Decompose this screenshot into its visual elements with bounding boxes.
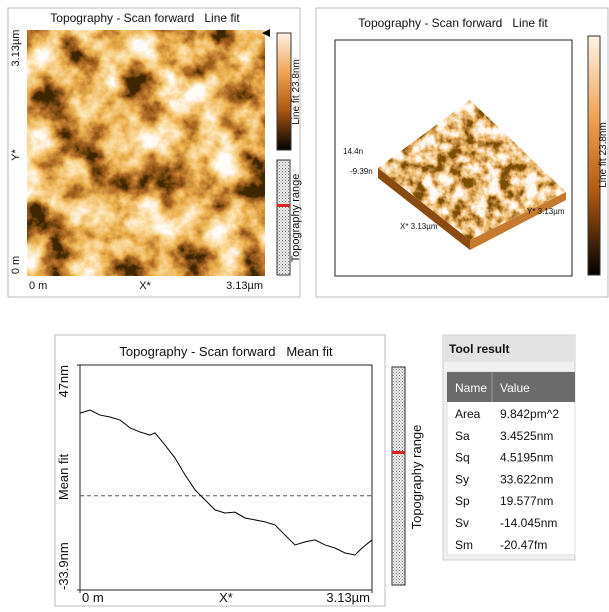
metric-value: 9.842pm^2	[500, 407, 559, 421]
range-marker	[392, 451, 405, 454]
profile-line	[79, 409, 373, 556]
range-label: Topography range	[409, 425, 424, 530]
tool-result: Tool result Name Value Area 9.842pm^2 Sa 3.45…	[442, 334, 576, 561]
panel-3d: Topography - Scan forward Line fit 14.4n…	[315, 7, 609, 298]
metric-name: Sa	[455, 429, 470, 443]
tool-header	[443, 336, 575, 362]
range-label: Topography range	[290, 174, 302, 263]
table	[446, 371, 576, 556]
range-marker	[277, 204, 290, 207]
y-axis-label: Mean fit	[56, 453, 71, 500]
metric-value: 19.577nm	[500, 494, 553, 508]
surface-wall	[470, 192, 566, 250]
range-bar	[276, 159, 291, 276]
colorbar-label: Line fit 23.8nm	[598, 122, 609, 188]
panel-profile: Topography - Scan forward Mean fit Mean …	[54, 334, 424, 607]
colorbar	[276, 32, 292, 151]
marker	[262, 29, 270, 37]
y-tick-label: 47nm	[56, 365, 71, 398]
topography-image	[27, 30, 265, 276]
x-label-left: 0 m	[29, 280, 47, 292]
y-label-top: 3.13µm	[10, 30, 22, 67]
panel-title: Topography - Scan forward Line fit	[358, 16, 548, 30]
y-tick-label: -33.9nm	[56, 542, 71, 590]
chart-title: Topography - Scan forward Mean fit	[119, 344, 333, 359]
metric-name: Sp	[455, 494, 470, 508]
metric-value: -20.47fm	[500, 538, 547, 552]
y-axis-label: Y* 3.13µm	[527, 207, 565, 216]
x-tick-label: 0 m	[82, 590, 104, 605]
metric-value: 3.4525nm	[500, 429, 553, 443]
colorbar	[587, 35, 601, 276]
metric-name: Area	[455, 407, 481, 421]
metric-value: 4.5195nm	[500, 451, 553, 465]
y-label: Y*	[10, 148, 22, 160]
plot-area	[79, 364, 373, 591]
x-axis-label: X* 3.13µm	[400, 222, 438, 231]
table-header	[447, 372, 575, 402]
x-tick-label: 3.13µm	[326, 590, 370, 605]
metric-name: Sm	[455, 538, 473, 552]
z-max: 14.4n	[343, 147, 363, 156]
surface-wall	[378, 168, 470, 250]
x-label: X*	[139, 280, 151, 292]
panel-title: Topography - Scan forward Line fit	[50, 11, 240, 25]
x-label-right: 3.13µm	[226, 280, 263, 292]
range-bar	[391, 366, 406, 586]
metric-name: Sq	[455, 451, 470, 465]
y-label-bottom: 0 m	[10, 256, 22, 274]
colorbar-label: Line fit 23.8nm	[291, 59, 302, 125]
z-min: -9.39n	[350, 167, 373, 176]
metric-value: -14.045nm	[500, 516, 557, 530]
column-header: Value	[500, 381, 530, 395]
panel-2d: Topography - Scan forward Line fit 3.13µ…	[7, 7, 302, 298]
metric-value: 33.622nm	[500, 472, 553, 486]
x-axis-label: X*	[219, 590, 233, 605]
metric-name: Sv	[455, 516, 469, 530]
tool-title: Tool result	[449, 342, 509, 356]
metric-name: Sy	[455, 472, 469, 486]
column-header: Name	[455, 381, 487, 395]
